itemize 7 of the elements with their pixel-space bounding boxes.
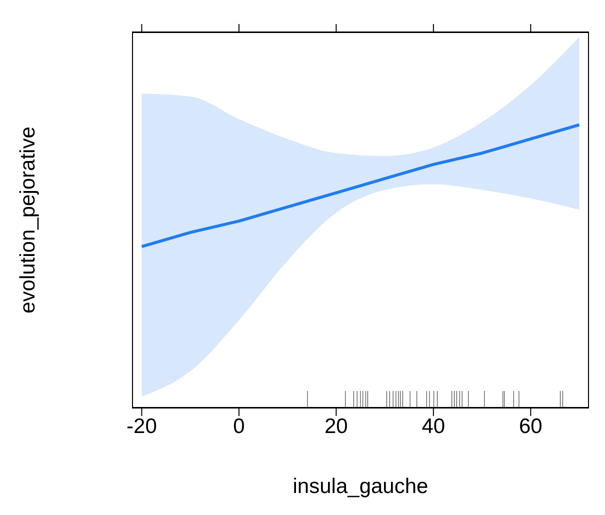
x-tick-label: -20: [126, 414, 157, 438]
x-tick-label: 40: [422, 414, 446, 438]
x-tick-label: 20: [324, 414, 348, 438]
x-tick-label: 60: [518, 414, 542, 438]
x-axis-title: insula_gauche: [292, 475, 428, 498]
y-axis-title: evolution_pejorative: [16, 126, 40, 314]
x-tick-label: 0: [233, 414, 245, 438]
